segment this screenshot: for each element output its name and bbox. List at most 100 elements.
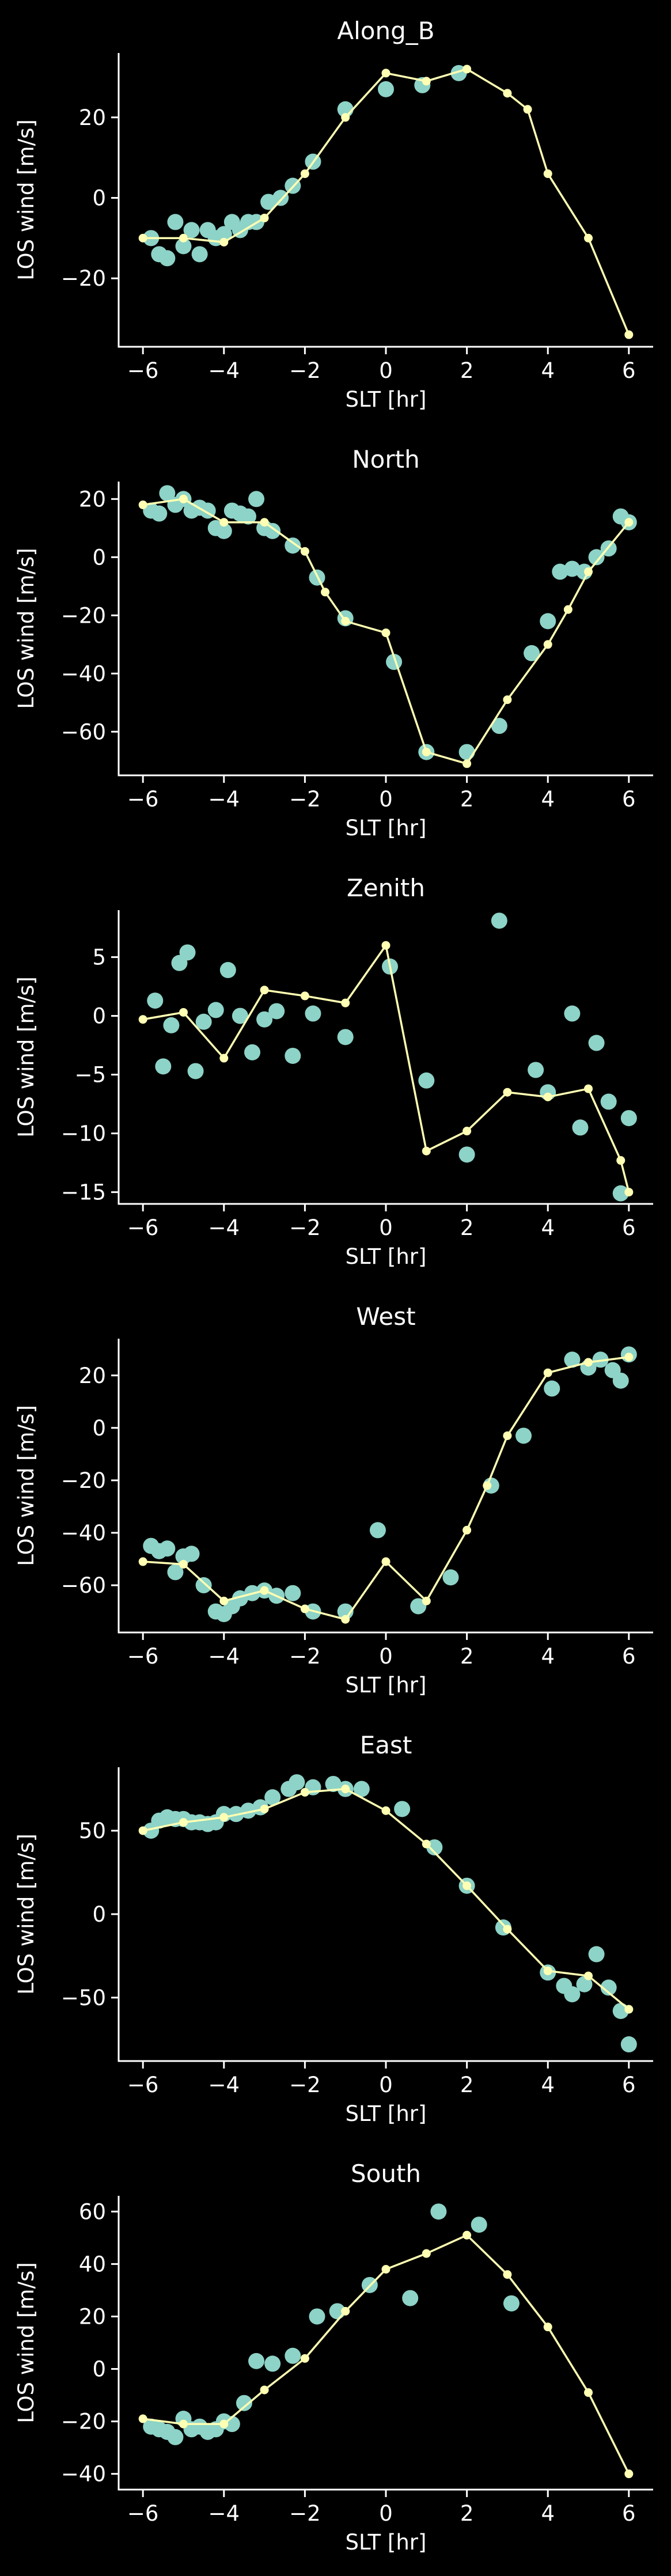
scatter-point: [515, 1427, 532, 1444]
scatter-point: [264, 522, 281, 539]
scatter-point: [179, 944, 196, 961]
chart-panel-4: East −6 −4 −2 0 2 4 6 −50 0 50 SLT [hr] LOS wind [m/…: [14, 1731, 653, 2126]
line-point: [219, 1054, 229, 1063]
scatter-point: [215, 226, 232, 243]
scatter-point: [175, 238, 192, 255]
scatter-point: [268, 1003, 285, 1020]
y-tick-label: −60: [61, 719, 106, 744]
line-point: [341, 998, 350, 1007]
scatter-point: [195, 1013, 212, 1030]
y-tick-label: −15: [61, 1180, 106, 1205]
line-point: [179, 233, 188, 243]
scatter-point: [369, 1522, 386, 1539]
scatter-point: [264, 2355, 281, 2372]
y-tick-label: 40: [79, 2252, 106, 2276]
x-tick-label: 4: [541, 787, 555, 812]
series-line: [143, 68, 630, 335]
scatter-point: [151, 505, 168, 522]
y-tick-label: −20: [61, 266, 106, 291]
line-point: [300, 547, 309, 556]
chart-title: Along_B: [337, 17, 434, 45]
scatter-point: [572, 1119, 589, 1136]
x-tick-label: −6: [127, 787, 159, 812]
line-point: [503, 1925, 512, 1934]
x-tick-label: −2: [289, 1215, 321, 1240]
x-tick-label: −6: [127, 358, 159, 383]
line-point: [300, 169, 309, 179]
scatter-point: [544, 1380, 560, 1397]
x-tick-label: 6: [622, 358, 636, 383]
line-point: [463, 2230, 472, 2240]
y-tick-label: 0: [92, 1004, 106, 1029]
line-point: [260, 518, 269, 527]
x-tick-label: 4: [541, 1644, 555, 1669]
line-point: [179, 494, 188, 503]
chart-title: East: [360, 1731, 412, 1759]
line-point: [422, 1146, 431, 1156]
line-point: [341, 113, 350, 122]
y-tick-label: −20: [61, 2410, 106, 2434]
y-tick-label: −40: [61, 1521, 106, 1545]
line-point: [260, 213, 269, 222]
series-line: [143, 1356, 630, 1621]
x-tick-label: 2: [460, 787, 474, 812]
scatter-point: [612, 1185, 629, 1202]
line-point: [463, 759, 472, 768]
chart-panel-2: Zenith −6 −4 −2 0 2 4 6 −15 −10 −5 0 5 SLT [hr] LOS wi…: [14, 874, 653, 1269]
y-tick-label: 20: [79, 1363, 106, 1388]
x-tick-label: 2: [460, 358, 474, 383]
y-tick-label: 0: [92, 1902, 106, 1927]
x-tick-label: 2: [460, 2501, 474, 2526]
line-point: [219, 518, 229, 527]
x-tick-label: −6: [127, 1644, 159, 1669]
y-tick-label: 0: [92, 2357, 106, 2382]
scatter-point: [191, 246, 208, 263]
x-axis-label: SLT [hr]: [346, 387, 427, 412]
line-point: [179, 1007, 188, 1017]
scatter-point: [195, 1577, 212, 1594]
line-point: [624, 2005, 634, 2014]
x-tick-label: 2: [460, 1644, 474, 1669]
y-axis-label: LOS wind [m/s]: [14, 119, 39, 281]
line-point: [463, 65, 472, 74]
line-point: [584, 233, 593, 243]
x-tick-label: 4: [541, 2501, 555, 2526]
scatter-point: [620, 2036, 637, 2053]
line-point: [138, 1015, 147, 1024]
line-point: [381, 1557, 391, 1566]
line-point: [341, 1785, 350, 1794]
scatter-point: [337, 1029, 354, 1045]
line-point: [341, 1615, 350, 1624]
scatter-point: [285, 2347, 301, 2364]
y-tick-label: 60: [79, 2199, 106, 2224]
x-tick-label: −6: [127, 2501, 159, 2526]
line-point: [219, 237, 229, 247]
scatter-point: [491, 718, 507, 734]
x-tick-label: −4: [208, 787, 240, 812]
scatter-point: [564, 560, 581, 577]
line-point: [624, 2469, 634, 2479]
scatter-point: [236, 2395, 252, 2411]
x-tick-label: 0: [379, 787, 393, 812]
line-point: [422, 77, 431, 86]
scatter-point: [163, 1017, 180, 1033]
line-point: [422, 1839, 431, 1848]
line-point: [422, 748, 431, 757]
x-axis-label: SLT [hr]: [346, 1244, 427, 1269]
scatter-point: [600, 1093, 617, 1110]
line-point: [321, 588, 330, 597]
y-tick-label: −40: [61, 661, 106, 686]
x-tick-label: 6: [622, 1215, 636, 1240]
line-point: [503, 2270, 512, 2279]
x-tick-label: −6: [127, 2073, 159, 2097]
scatter-point: [183, 222, 200, 238]
line-point: [422, 2249, 431, 2258]
y-tick-label: 20: [79, 487, 106, 512]
scatter-point: [458, 744, 475, 760]
y-axis-label: LOS wind [m/s]: [14, 976, 39, 1138]
line-point: [381, 628, 391, 638]
line-point: [543, 1092, 552, 1101]
line-point: [219, 2419, 229, 2429]
line-point: [260, 1586, 269, 1595]
